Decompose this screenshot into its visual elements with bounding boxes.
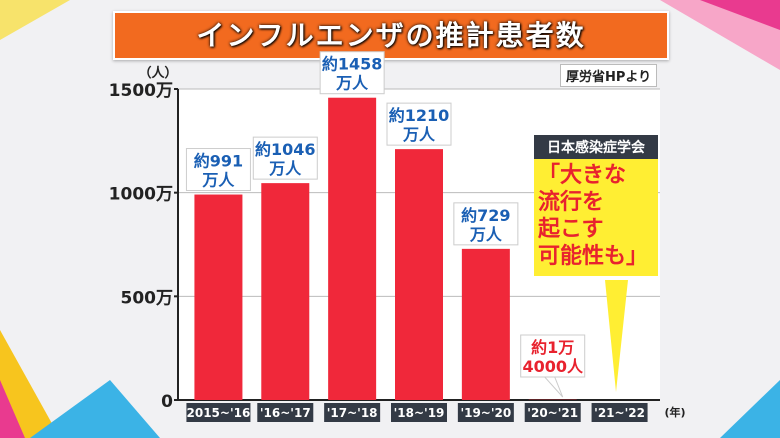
chart-title: インフルエンザの推計患者数 (113, 11, 669, 60)
x-tick-label: '17~'18 (327, 406, 378, 420)
x-tick-label: '21~'22 (594, 406, 645, 420)
data-label-box (520, 334, 586, 378)
data-label: 約1046 (255, 140, 316, 159)
data-label: 万人 (201, 171, 235, 190)
data-label: 万人 (335, 74, 369, 93)
x-tick-label: '18~'19 (394, 406, 445, 420)
x-tick-label: '19~'20 (460, 406, 511, 420)
data-label: 万人 (469, 225, 503, 244)
x-tick-label-bg (324, 403, 381, 422)
x-axis-label: (年) (664, 405, 685, 419)
y-axis-label: （人） (138, 65, 177, 81)
callout-box: 日本感染症学会 「大きな 流行を 起こす 可能性も」 (534, 135, 658, 276)
bar (328, 97, 377, 400)
data-label: 万人 (402, 125, 436, 144)
x-tick-label-bg (524, 403, 581, 422)
x-tick-label-bg (591, 403, 648, 422)
data-label: 約1210 (389, 106, 450, 125)
data-label: 約729 (461, 206, 510, 225)
data-label: 4000人 (522, 357, 584, 376)
data-label: 万人 (268, 159, 302, 178)
y-tick-label: 1500万 (109, 81, 173, 101)
data-label: 約1458 (322, 55, 383, 74)
data-label-pointer (543, 376, 564, 398)
x-tick-label-bg (457, 403, 514, 422)
callout-text: 「大きな 流行を 起こす 可能性も」 (534, 159, 658, 276)
bar (194, 194, 243, 400)
bar (261, 183, 310, 400)
callout-heading: 日本感染症学会 (534, 135, 658, 159)
bar (395, 149, 443, 400)
data-label-box (252, 136, 318, 180)
bar (461, 248, 510, 400)
data-label-box (453, 202, 519, 246)
y-tick-label: 500万 (121, 288, 174, 308)
callout-pointer (605, 280, 628, 392)
source-label: 厚労省HPより (560, 64, 658, 87)
y-tick-label: 1000万 (109, 185, 173, 205)
x-tick-label: '16~'17 (260, 406, 311, 420)
data-label: 約1万 (531, 338, 574, 357)
x-tick-label: 2015~'16 (187, 406, 251, 420)
data-label-box (185, 148, 251, 192)
data-label: 約991 (194, 152, 243, 171)
x-tick-label-bg (186, 403, 251, 422)
x-tick-label-bg (391, 403, 447, 422)
y-tick-label: 0 (161, 392, 173, 412)
x-tick-label-bg (257, 403, 314, 422)
x-tick-label: '20~'21 (527, 406, 578, 420)
data-label-box (319, 51, 385, 95)
data-label-box (386, 102, 452, 146)
